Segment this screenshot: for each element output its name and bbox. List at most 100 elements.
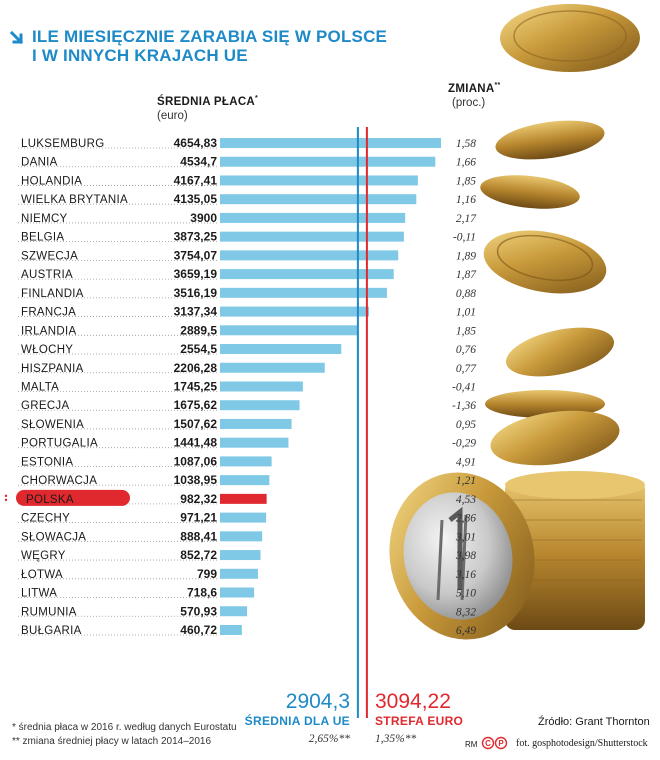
bar bbox=[220, 568, 258, 579]
chart-row: IRLANDIA 2889,5 1,85 bbox=[18, 323, 476, 337]
bar-value-label: 4135,05 bbox=[174, 192, 218, 206]
chart-row: MALTA 1745,25 -0,41 bbox=[18, 379, 476, 393]
bar bbox=[220, 493, 267, 504]
country-label: GRECJA bbox=[21, 400, 69, 412]
change-label: 3,98 bbox=[455, 550, 476, 562]
chart-row: CZECHY 971,21 2,86 bbox=[18, 511, 476, 525]
change-label: 4,91 bbox=[456, 456, 476, 468]
change-label: -0,11 bbox=[453, 232, 476, 244]
change-label: -0,29 bbox=[452, 438, 476, 450]
bar-value-label: 1507,62 bbox=[174, 417, 218, 431]
chart-row: PORTUGALIA 1441,48 -0,29 bbox=[18, 436, 476, 450]
bar bbox=[220, 269, 394, 280]
chart-title: ILE MIESIĘCZNIE ZARABIA SIĘ W POLSCE I W… bbox=[32, 27, 387, 65]
bar bbox=[220, 287, 387, 298]
chart-row: SŁOWACJA 888,41 3,01 bbox=[18, 529, 476, 543]
chart-row: SŁOWENIA 1507,62 0,95 bbox=[18, 417, 476, 431]
photo-credit: fot. gosphotodesign/Shutterstock bbox=[516, 738, 648, 749]
change-label: 6,49 bbox=[456, 625, 476, 637]
country-label: ESTONIA bbox=[21, 456, 73, 468]
country-label: NIEMCY bbox=[21, 213, 68, 225]
footnote-salary: * średnia płaca w 2016 r. według danych … bbox=[12, 722, 237, 733]
chart-row: ŁOTWA 799 3,16 bbox=[18, 567, 476, 581]
chart-row: LITWA 718,6 5,10 bbox=[18, 586, 476, 600]
chart-row: WĘGRY 852,72 3,98 bbox=[18, 548, 476, 562]
change-label: -1,36 bbox=[452, 400, 476, 412]
bar-value-label: 888,41 bbox=[180, 529, 217, 543]
salary-unit: (euro) bbox=[157, 110, 188, 122]
change-label: 4,53 bbox=[456, 494, 476, 506]
source-label: Źródło: Grant Thornton bbox=[538, 716, 650, 728]
bar bbox=[220, 175, 418, 186]
change-label: 2,17 bbox=[456, 213, 477, 225]
country-label: WIELKA BRYTANIA bbox=[21, 194, 128, 206]
bar bbox=[220, 400, 300, 411]
chart-row: HOLANDIA 4167,41 1,85 bbox=[18, 173, 476, 187]
change-label: 1,85 bbox=[456, 325, 476, 337]
bar-value-label: 4167,41 bbox=[174, 173, 218, 187]
chart-row: WIELKA BRYTANIA 4135,05 1,16 bbox=[18, 192, 476, 206]
bar bbox=[220, 624, 242, 635]
bar-value-label: 3900 bbox=[190, 211, 217, 225]
bar bbox=[220, 418, 292, 429]
chart-row: ESTONIA 1087,06 4,91 bbox=[18, 454, 476, 468]
bar-value-label: 1745,25 bbox=[174, 379, 218, 393]
bar-value-label: 4534,7 bbox=[180, 155, 217, 169]
bar-value-label: 3754,07 bbox=[174, 248, 218, 262]
bar-value-label: 718,6 bbox=[187, 586, 217, 600]
change-label: -0,41 bbox=[452, 381, 476, 393]
chart-row: POLSKA 982,32 4,53 bbox=[4, 489, 476, 506]
coins-illustration bbox=[389, 4, 645, 640]
chart-row: RUMUNIA 570,93 8,32 bbox=[18, 604, 476, 618]
country-label: LUKSEMBURG bbox=[21, 138, 105, 150]
country-label: WĘGRY bbox=[21, 550, 66, 562]
bar bbox=[220, 437, 289, 448]
country-label: BUŁGARIA bbox=[21, 625, 82, 637]
country-label: CZECHY bbox=[21, 513, 70, 525]
change-label: 1,16 bbox=[456, 194, 476, 206]
rm-label: RM bbox=[465, 740, 478, 749]
bar bbox=[220, 212, 406, 223]
svg-text:P: P bbox=[498, 739, 504, 748]
bar bbox=[220, 606, 248, 617]
bar-value-label: 1038,95 bbox=[174, 473, 218, 487]
bar bbox=[220, 344, 342, 355]
country-label: HOLANDIA bbox=[21, 175, 82, 187]
change-label: 3,16 bbox=[455, 569, 476, 581]
chart-row: FINLANDIA 3516,19 0,88 bbox=[18, 286, 476, 300]
chart-row: FRANCJA 3137,34 1,01 bbox=[18, 305, 476, 319]
eurozone-average-label: STREFA EURO bbox=[375, 714, 464, 728]
bar-value-label: 2206,28 bbox=[174, 361, 218, 375]
change-label: 1,66 bbox=[456, 157, 476, 169]
highlight-dot bbox=[4, 498, 8, 502]
country-label: HISZPANIA bbox=[21, 363, 84, 375]
country-label: BELGIA bbox=[21, 232, 64, 244]
bar bbox=[220, 456, 272, 467]
chart-row: SZWECJA 3754,07 1,89 bbox=[18, 248, 476, 262]
chart-row: CHORWACJA 1038,95 1,21 bbox=[18, 473, 476, 487]
bar-value-label: 1087,06 bbox=[174, 454, 218, 468]
chart-title-line1: ILE MIESIĘCZNIE ZARABIA SIĘ W POLSCE bbox=[32, 27, 388, 46]
bar-value-label: 3873,25 bbox=[174, 230, 218, 244]
bar bbox=[220, 156, 436, 167]
chart-row: NIEMCY 3900 2,17 bbox=[18, 211, 477, 225]
country-label: DANIA bbox=[21, 157, 58, 169]
country-label: WŁOCHY bbox=[21, 344, 73, 356]
change-label: 0,77 bbox=[456, 363, 477, 375]
chart-title-line2: I W INNYCH KRAJACH UE bbox=[32, 46, 248, 65]
change-label: 1,21 bbox=[456, 475, 476, 487]
bar-value-label: 2554,5 bbox=[180, 342, 217, 356]
eu-average-change: 2,65%** bbox=[308, 733, 350, 745]
change-label: 1,01 bbox=[456, 307, 476, 319]
bar-value-label: 799 bbox=[197, 567, 217, 581]
bar-value-label: 852,72 bbox=[180, 548, 217, 562]
chart-row: AUSTRIA 3659,19 1,87 bbox=[18, 267, 477, 281]
bar bbox=[220, 138, 441, 148]
chart-row: BUŁGARIA 460,72 6,49 bbox=[18, 623, 476, 637]
change-label: 1,85 bbox=[456, 175, 476, 187]
eu-average-value: 2904,3 bbox=[285, 690, 350, 713]
country-label: FINLANDIA bbox=[21, 288, 84, 300]
change-label: 8,32 bbox=[456, 606, 476, 618]
bar-value-label: 3137,34 bbox=[174, 305, 218, 319]
